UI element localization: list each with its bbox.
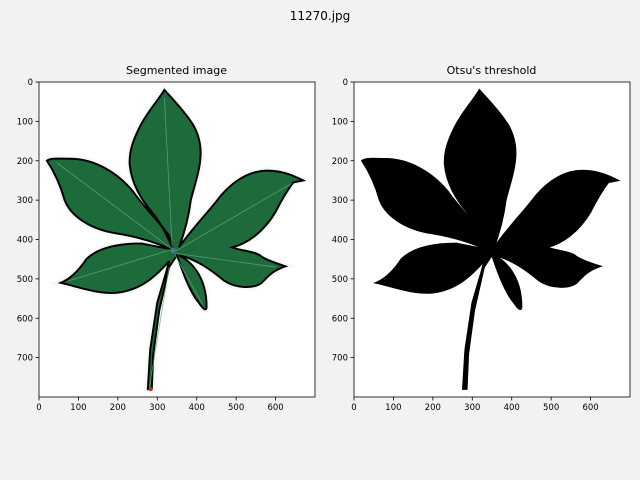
segmented-axis-ticks: 0 100 200 300 400 500 600 0 100 200 300 400 500 600 70… [17, 78, 284, 413]
x-tick-label: 0 [36, 403, 41, 413]
y-tick-label: 700 [17, 354, 33, 364]
y-tick-label: 200 [17, 157, 33, 167]
x-tick-label: 300 [464, 403, 480, 413]
figure-suptitle: 11270.jpg [289, 9, 351, 23]
y-tick-label: 200 [332, 157, 348, 167]
y-tick-label: 700 [332, 354, 348, 364]
x-tick-label: 400 [189, 403, 205, 413]
x-tick-label: 600 [582, 403, 598, 413]
y-tick-label: 100 [17, 117, 33, 127]
panel-title-segmented: Segmented image [126, 64, 227, 77]
y-tick-label: 0 [28, 78, 33, 88]
y-tick-label: 300 [17, 196, 33, 206]
y-tick-label: 600 [17, 314, 33, 324]
panel-otsu: Otsu's threshold 0 100 200 300 400 500 600 0 100… [332, 64, 631, 413]
panel-segmented: Segmented image 0 100 200 300 400 500 600 0 100 2… [17, 64, 316, 413]
otsu-axis-ticks: 0 100 200 300 400 500 600 0 100 200 300 400 500 600 70… [332, 78, 599, 413]
y-tick-label: 500 [17, 275, 33, 285]
y-tick-label: 600 [332, 314, 348, 324]
x-tick-label: 0 [351, 403, 356, 413]
x-tick-label: 400 [504, 403, 520, 413]
x-tick-label: 100 [385, 403, 401, 413]
x-tick-label: 300 [149, 403, 165, 413]
x-tick-label: 500 [228, 403, 244, 413]
x-tick-label: 200 [425, 403, 441, 413]
y-tick-label: 100 [332, 117, 348, 127]
x-tick-label: 200 [110, 403, 126, 413]
y-tick-label: 0 [343, 78, 348, 88]
x-tick-label: 100 [70, 403, 86, 413]
x-tick-label: 600 [267, 403, 283, 413]
segmented-leaf-image [47, 90, 303, 391]
leaf-veins [56, 97, 292, 388]
y-tick-label: 300 [332, 196, 348, 206]
y-tick-label: 500 [332, 275, 348, 285]
y-tick-label: 400 [332, 236, 348, 246]
x-tick-label: 500 [543, 403, 559, 413]
y-tick-label: 400 [17, 236, 33, 246]
panel-title-otsu: Otsu's threshold [447, 64, 537, 77]
